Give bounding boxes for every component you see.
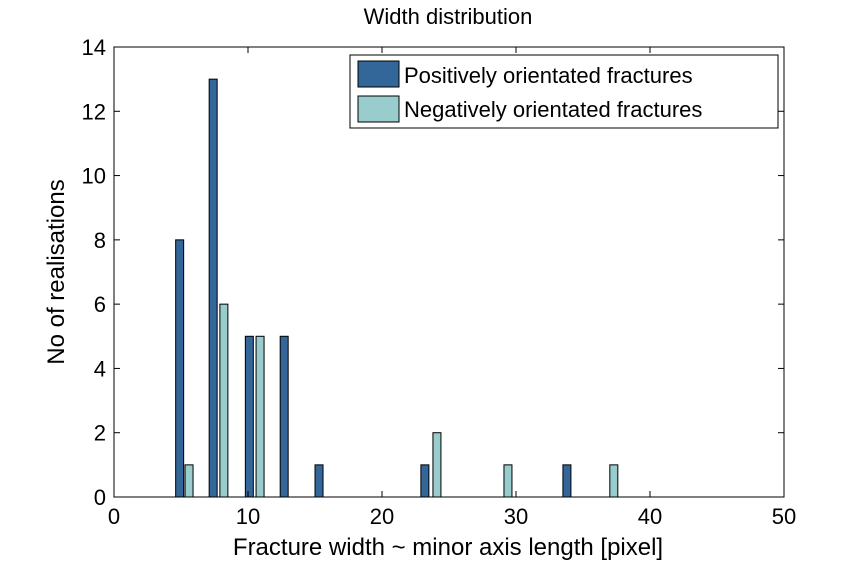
x-axis-label: Fracture width ~ minor axis length [pixe…	[233, 534, 663, 561]
bar-series2-4	[432, 432, 442, 498]
y-tick-label: 12	[82, 99, 106, 124]
bars-group	[175, 78, 619, 498]
y-tick-label: 0	[94, 485, 106, 510]
y-tick-label: 6	[94, 292, 106, 317]
bar-series1-3	[244, 335, 254, 498]
x-tick-label: 20	[370, 504, 394, 529]
bar-series1-5	[314, 464, 324, 498]
x-tick-label: 50	[772, 504, 796, 529]
y-tick-label: 8	[94, 228, 106, 253]
bar-series2-3	[255, 335, 265, 498]
y-tick-label: 14	[82, 35, 106, 60]
bar-series2-2	[219, 303, 229, 498]
bar-series2-1	[184, 464, 194, 498]
legend-swatch-negative	[357, 95, 400, 123]
bar-series2-5	[503, 464, 513, 498]
y-tick-label: 2	[94, 421, 106, 446]
x-tick-label: 10	[236, 504, 260, 529]
chart-title: Width distribution	[364, 4, 533, 29]
bar-series1-6	[420, 464, 430, 498]
x-tick-label: 30	[504, 504, 528, 529]
x-tick-label: 40	[638, 504, 662, 529]
legend-label-positive: Positively orientated fractures	[404, 63, 693, 88]
bar-series1-1	[175, 239, 185, 498]
bar-series2-6	[609, 464, 619, 498]
y-axis-label: No of realisations	[43, 179, 70, 364]
y-tick-label: 10	[82, 164, 106, 189]
x-tick-label: 0	[108, 504, 120, 529]
ticks-group: 0 10 20 30 40 50 0 2 4 6 8 10 12 14	[82, 35, 797, 529]
bar-series1-2	[208, 78, 218, 498]
legend: Positively orientated fractures Negative…	[349, 54, 779, 129]
legend-swatch-positive	[357, 60, 400, 88]
bar-series1-4	[279, 335, 289, 498]
y-tick-label: 4	[94, 356, 106, 381]
bar-series1-7	[562, 464, 572, 498]
legend-label-negative: Negatively orientated fractures	[404, 97, 702, 122]
legend-box	[349, 54, 779, 129]
plot-frame	[113, 46, 785, 498]
